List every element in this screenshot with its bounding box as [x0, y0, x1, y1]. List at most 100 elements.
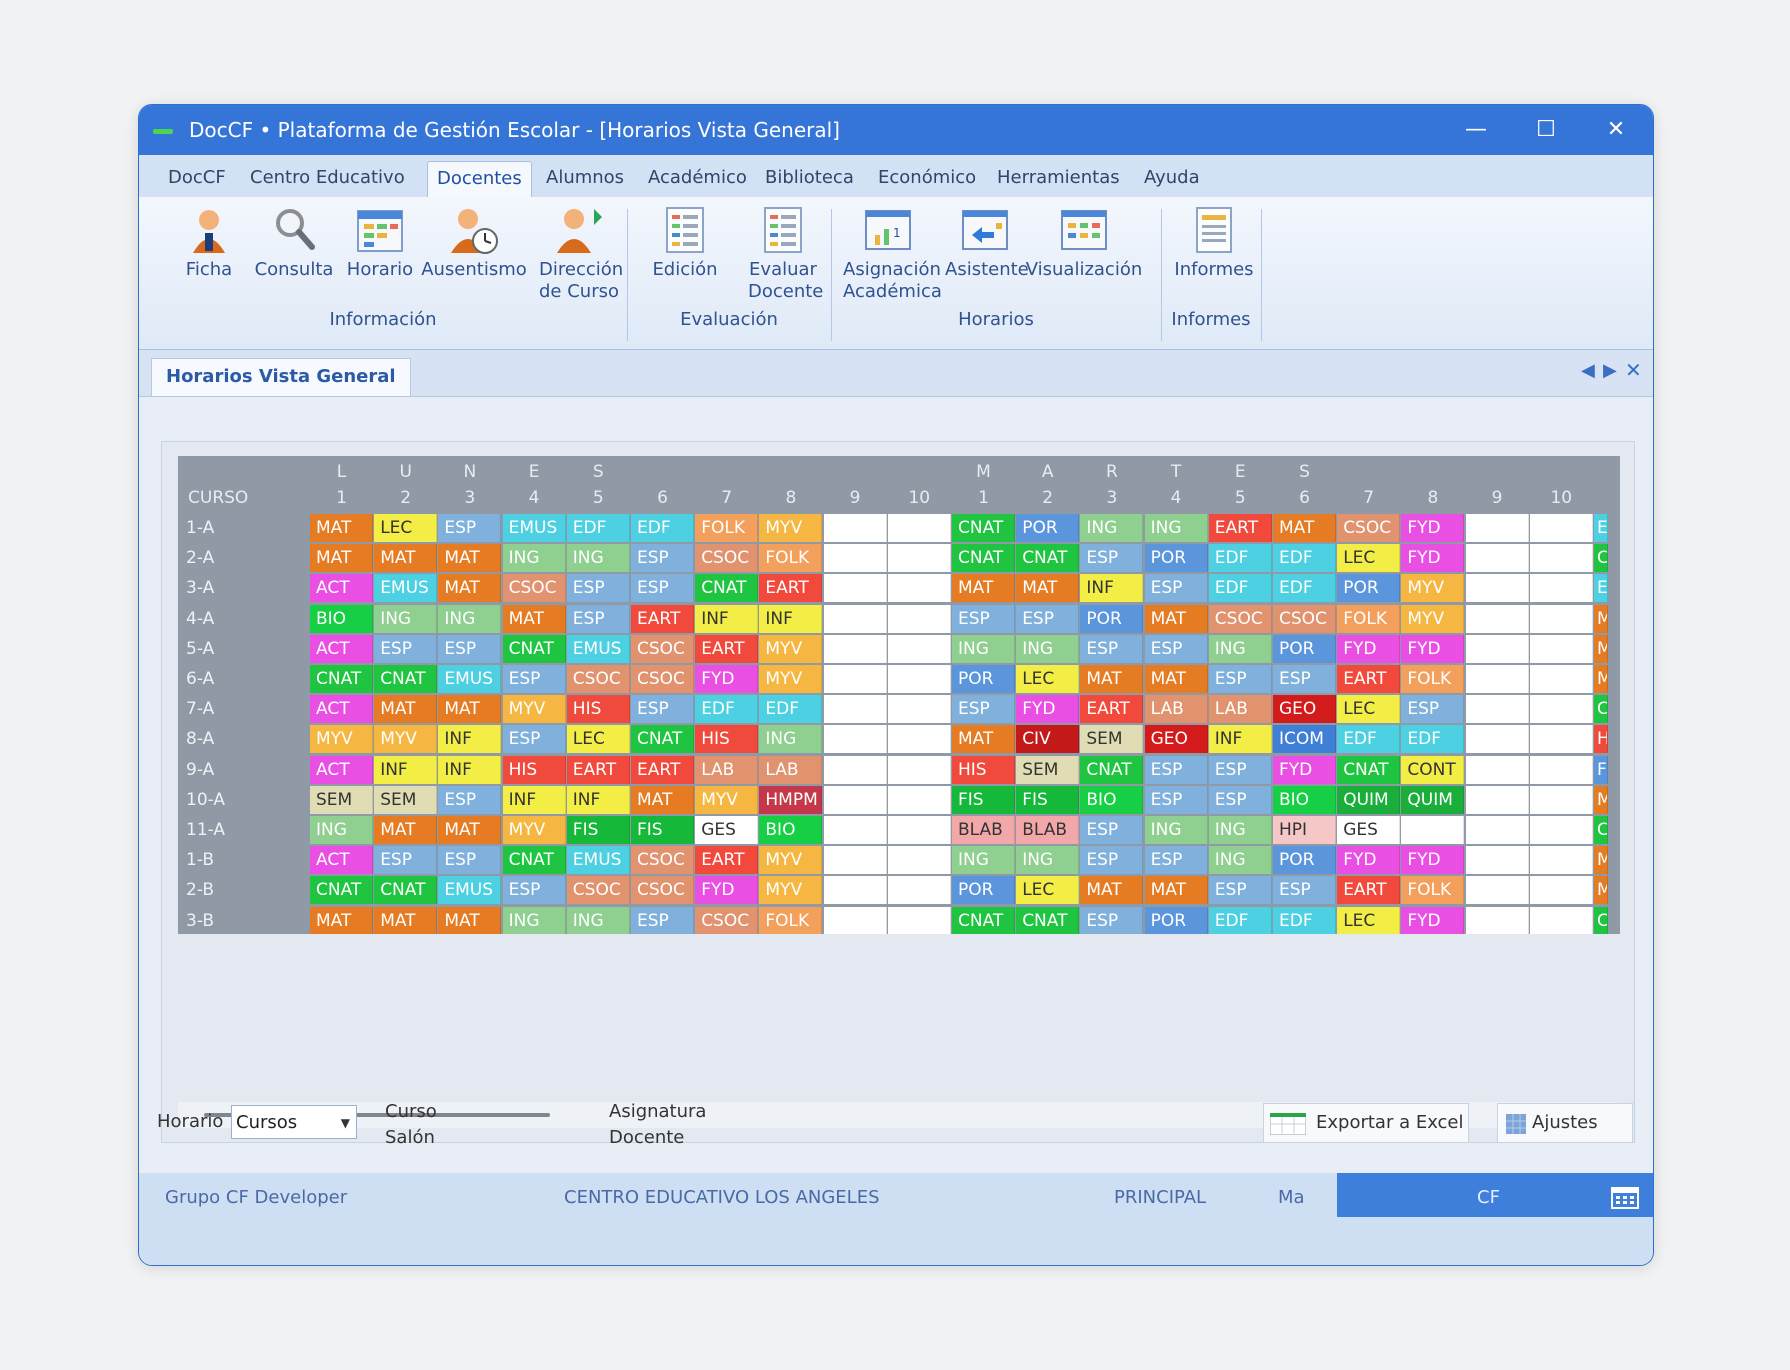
- schedule-cell[interactable]: [1529, 514, 1593, 542]
- settings-button[interactable]: Ajustes: [1497, 1103, 1633, 1143]
- schedule-cell[interactable]: HIS: [952, 755, 1015, 784]
- horario-button[interactable]: Horario: [339, 205, 421, 281]
- schedule-cell[interactable]: [823, 514, 887, 542]
- schedule-cell[interactable]: [887, 725, 951, 754]
- schedule-cell[interactable]: CSOC: [631, 846, 694, 875]
- schedule-cell[interactable]: ESP: [1208, 785, 1272, 814]
- schedule-cell[interactable]: SEM: [310, 785, 373, 814]
- schedule-cell[interactable]: ESP: [1273, 876, 1336, 905]
- schedule-cell[interactable]: [823, 544, 887, 573]
- asignacion-academica-button[interactable]: 1 Asignación Académica: [841, 205, 942, 303]
- schedule-cell[interactable]: EDF: [1401, 725, 1465, 754]
- schedule-cell[interactable]: ING: [502, 544, 566, 573]
- schedule-cell[interactable]: EART: [759, 574, 823, 603]
- schedule-cell[interactable]: MAT: [374, 816, 438, 844]
- schedule-cell[interactable]: [1529, 755, 1593, 784]
- schedule-cell[interactable]: MAT: [310, 544, 373, 573]
- schedule-cell[interactable]: POR: [1337, 574, 1401, 603]
- schedule-cell[interactable]: FYD: [695, 665, 759, 693]
- schedule-cell[interactable]: CSOC: [1208, 604, 1272, 633]
- schedule-cell[interactable]: ICOM: [1273, 725, 1336, 754]
- schedule-cell[interactable]: [823, 816, 887, 844]
- schedule-cell[interactable]: FYD: [1401, 514, 1465, 542]
- ausentismo-button[interactable]: Ausentismo: [419, 205, 529, 281]
- schedule-cell[interactable]: HMPM: [759, 785, 823, 814]
- menu-alumnos[interactable]: Alumnos: [546, 167, 625, 188]
- schedule-cell[interactable]: CNAT: [310, 665, 373, 693]
- schedule-cell[interactable]: ESP: [1208, 755, 1272, 784]
- schedule-cell[interactable]: BIO: [759, 816, 823, 844]
- menu-ayuda[interactable]: Ayuda: [1144, 167, 1200, 188]
- schedule-cell[interactable]: ESP: [1080, 906, 1144, 934]
- title-bar[interactable]: DocCF • Plataforma de Gestión Escolar - …: [139, 105, 1653, 155]
- schedule-cell[interactable]: FYD: [1401, 906, 1465, 934]
- schedule-cell[interactable]: EDF: [1208, 574, 1272, 603]
- schedule-cell[interactable]: CNAT: [631, 725, 694, 754]
- schedule-cell[interactable]: EDF: [1273, 906, 1336, 934]
- schedule-cell[interactable]: FOLK: [759, 544, 823, 573]
- schedule-cell-partial[interactable]: M: [1594, 604, 1608, 633]
- schedule-cell[interactable]: ESP: [374, 846, 438, 875]
- schedule-cell[interactable]: EDF: [1273, 574, 1336, 603]
- schedule-cell[interactable]: FYD: [1401, 634, 1465, 663]
- schedule-cell[interactable]: ING: [759, 725, 823, 754]
- schedule-cell[interactable]: ING: [502, 906, 566, 934]
- schedule-cell[interactable]: FIS: [1016, 785, 1080, 814]
- schedule-cell[interactable]: POR: [1273, 846, 1336, 875]
- schedule-cell[interactable]: CSOC: [631, 876, 694, 905]
- ficha-button[interactable]: Ficha: [173, 205, 245, 281]
- schedule-cell[interactable]: HIS: [566, 695, 630, 724]
- schedule-cell[interactable]: [1465, 544, 1529, 573]
- schedule-cell[interactable]: EART: [1208, 514, 1272, 542]
- schedule-cell[interactable]: [1465, 846, 1529, 875]
- schedule-cell[interactable]: [1529, 695, 1593, 724]
- schedule-cell[interactable]: EMUS: [566, 846, 630, 875]
- schedule-cell[interactable]: MAT: [952, 574, 1015, 603]
- schedule-cell[interactable]: [823, 634, 887, 663]
- schedule-cell-partial[interactable]: M: [1594, 634, 1608, 663]
- schedule-cell[interactable]: FOLK: [1337, 604, 1401, 633]
- schedule-cell[interactable]: [887, 574, 951, 603]
- schedule-cell[interactable]: ESP: [502, 876, 566, 905]
- schedule-cell[interactable]: CNAT: [1016, 906, 1080, 934]
- schedule-cell[interactable]: ING: [566, 544, 630, 573]
- schedule-cell[interactable]: HPI: [1273, 816, 1336, 844]
- schedule-cell[interactable]: ING: [1208, 816, 1272, 844]
- schedule-cell[interactable]: EMUS: [502, 514, 566, 542]
- schedule-cell[interactable]: [1465, 604, 1529, 633]
- schedule-cell[interactable]: ESP: [438, 785, 502, 814]
- schedule-cell[interactable]: [887, 695, 951, 724]
- schedule-cell[interactable]: ING: [438, 604, 502, 633]
- schedule-cell-partial[interactable]: C: [1594, 906, 1608, 934]
- schedule-cell[interactable]: MYV: [759, 665, 823, 693]
- schedule-cell[interactable]: ESP: [1273, 665, 1336, 693]
- schedule-cell[interactable]: CNAT: [952, 514, 1015, 542]
- menu-academico[interactable]: Académico: [648, 167, 747, 188]
- schedule-cell[interactable]: ESP: [1080, 634, 1144, 663]
- schedule-cell[interactable]: ESP: [1080, 816, 1144, 844]
- schedule-cell[interactable]: EART: [566, 755, 630, 784]
- maximize-icon[interactable]: ☐: [1536, 117, 1556, 142]
- schedule-cell[interactable]: ESP: [374, 634, 438, 663]
- schedule-cell[interactable]: MAT: [952, 725, 1015, 754]
- schedule-cell[interactable]: ING: [566, 906, 630, 934]
- schedule-cell[interactable]: MAT: [374, 695, 438, 724]
- schedule-cell[interactable]: ESP: [566, 604, 630, 633]
- schedule-cell[interactable]: EMUS: [566, 634, 630, 663]
- schedule-cell[interactable]: [1465, 514, 1529, 542]
- schedule-cell[interactable]: POR: [1144, 906, 1208, 934]
- schedule-cell-partial[interactable]: M: [1594, 665, 1608, 693]
- schedule-cell[interactable]: FIS: [566, 816, 630, 844]
- schedule-cell[interactable]: FYD: [1337, 846, 1401, 875]
- schedule-cell[interactable]: POR: [1016, 514, 1080, 542]
- schedule-cell[interactable]: INF: [566, 785, 630, 814]
- schedule-cell[interactable]: EMUS: [438, 665, 502, 693]
- schedule-cell[interactable]: ING: [1208, 846, 1272, 875]
- schedule-cell[interactable]: INF: [374, 755, 438, 784]
- schedule-cell[interactable]: QUIM: [1401, 785, 1465, 814]
- schedule-cell[interactable]: [1465, 695, 1529, 724]
- schedule-cell[interactable]: QUIM: [1337, 785, 1401, 814]
- schedule-cell[interactable]: FOLK: [1401, 876, 1465, 905]
- schedule-cell[interactable]: [887, 604, 951, 633]
- schedule-cell[interactable]: ESP: [1208, 665, 1272, 693]
